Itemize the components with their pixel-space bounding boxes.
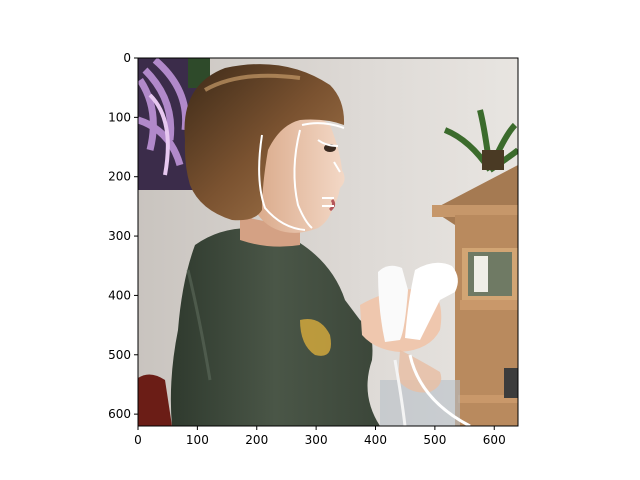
x-tick-label: 600 (483, 433, 506, 447)
face (250, 109, 345, 233)
x-tick-label: 100 (186, 433, 209, 447)
x-tick-label: 500 (423, 433, 446, 447)
x-tick-label: 0 (134, 433, 142, 447)
y-axis: 0 100 200 300 400 500 600 (108, 51, 138, 421)
photo (138, 58, 518, 426)
y-tick-label: 100 (108, 110, 131, 124)
shelf (432, 165, 518, 426)
y-tick-label: 600 (108, 407, 131, 421)
face-contour-overlay (258, 122, 345, 231)
hair (184, 64, 345, 221)
x-axis: 0 100 200 300 400 500 600 (134, 426, 506, 447)
y-tick-label: 500 (108, 348, 131, 362)
plant (443, 109, 518, 173)
y-tick-label: 200 (108, 170, 131, 184)
x-tick-label: 300 (305, 433, 328, 447)
x-tick-label: 200 (245, 433, 268, 447)
plot-frame (137, 57, 519, 427)
chair (138, 374, 172, 426)
y-tick-label: 0 (123, 51, 131, 65)
x-tick-label: 400 (364, 433, 387, 447)
y-tick-label: 400 (108, 288, 131, 302)
y-tick-label: 300 (108, 229, 131, 243)
game-controller (378, 262, 471, 426)
shirt (170, 228, 380, 426)
